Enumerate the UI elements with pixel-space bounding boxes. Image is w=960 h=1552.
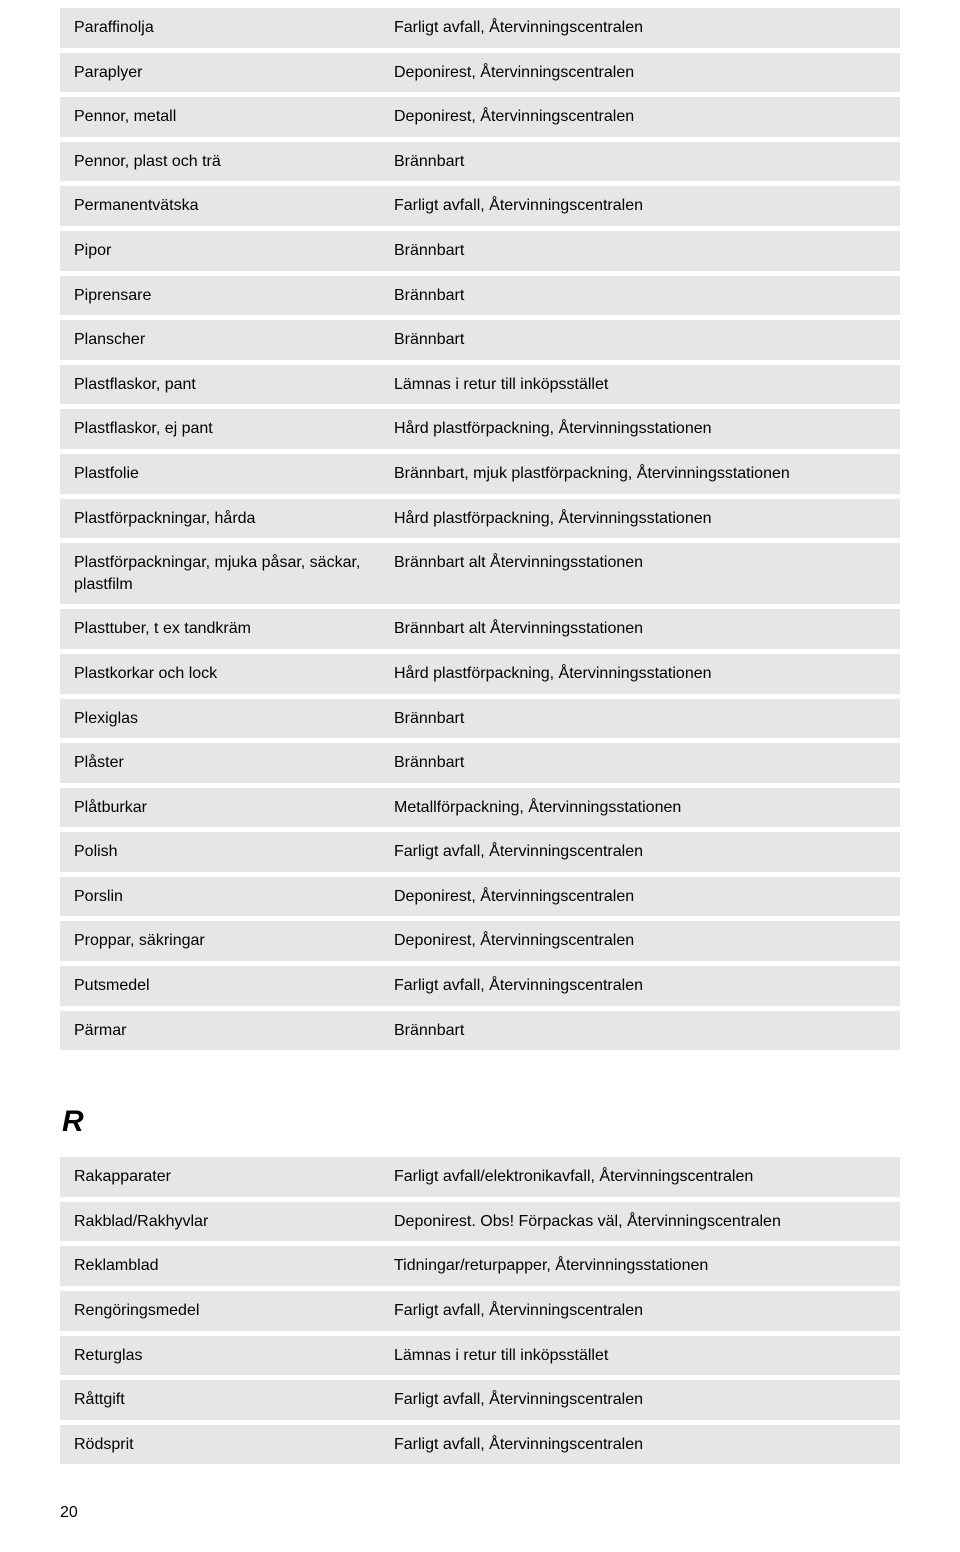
table-row: Rakapparater Farligt avfall/elektronikav… [60,1157,900,1197]
dest-cell: Hård plastförpackning, Återvinningsstati… [380,654,900,694]
dest-cell: Brännbart, mjuk plastförpackning, Återvi… [380,454,900,494]
item-cell: Plastförpackningar, mjuka påsar, säckar,… [60,543,380,604]
table-row: Permanentvätska Farligt avfall, Återvinn… [60,186,900,226]
section-r-table: Rakapparater Farligt avfall/elektronikav… [60,1157,900,1464]
item-cell: Plastfolie [60,454,380,494]
table-row: Rakblad/Rakhyvlar Deponirest. Obs! Förpa… [60,1202,900,1242]
table-row: Rödsprit Farligt avfall, Återvinningscen… [60,1425,900,1465]
item-cell: Plastkorkar och lock [60,654,380,694]
item-cell: Rengöringsmedel [60,1291,380,1331]
dest-cell: Brännbart [380,276,900,316]
item-cell: Råttgift [60,1380,380,1420]
dest-cell: Brännbart alt Återvinningsstationen [380,543,900,604]
dest-cell: Lämnas i retur till inköpsstället [380,365,900,405]
item-cell: Plåtburkar [60,788,380,828]
item-cell: Reklamblad [60,1246,380,1286]
item-cell: Pennor, plast och trä [60,142,380,182]
item-cell: Paraffinolja [60,8,380,48]
table-row: Porslin Deponirest, Återvinningscentrale… [60,877,900,917]
item-cell: Planscher [60,320,380,360]
table-row: Reklamblad Tidningar/returpapper, Återvi… [60,1246,900,1286]
table-row: Rengöringsmedel Farligt avfall, Återvinn… [60,1291,900,1331]
dest-cell: Brännbart [380,320,900,360]
dest-cell: Farligt avfall, Återvinningscentralen [380,966,900,1006]
table-row: Paraffinolja Farligt avfall, Återvinning… [60,8,900,48]
item-cell: Plasttuber, t ex tandkräm [60,609,380,649]
dest-cell: Farligt avfall, Återvinningscentralen [380,832,900,872]
item-cell: Pennor, metall [60,97,380,137]
dest-cell: Deponirest. Obs! Förpackas väl, Återvinn… [380,1202,900,1242]
dest-cell: Tidningar/returpapper, Återvinningsstati… [380,1246,900,1286]
item-cell: Rakblad/Rakhyvlar [60,1202,380,1242]
item-cell: Plastförpackningar, hårda [60,499,380,539]
dest-cell: Brännbart alt Återvinningsstationen [380,609,900,649]
dest-cell: Farligt avfall, Återvinningscentralen [380,186,900,226]
dest-cell: Farligt avfall, Återvinningscentralen [380,1380,900,1420]
dest-cell: Brännbart [380,231,900,271]
page-number: 20 [60,1504,900,1522]
dest-cell: Deponirest, Återvinningscentralen [380,877,900,917]
table-row: Plastflaskor, pant Lämnas i retur till i… [60,365,900,405]
table-row: Returglas Lämnas i retur till inköpsstäl… [60,1336,900,1376]
dest-cell: Lämnas i retur till inköpsstället [380,1336,900,1376]
table-row: Plastfolie Brännbart, mjuk plastförpackn… [60,454,900,494]
section-r-heading: R [62,1105,900,1139]
item-cell: Polish [60,832,380,872]
section-p-table: Paraffinolja Farligt avfall, Återvinning… [60,8,900,1050]
item-cell: Proppar, säkringar [60,921,380,961]
item-cell: Plåster [60,743,380,783]
table-row: Plasttuber, t ex tandkräm Brännbart alt … [60,609,900,649]
table-row: Råttgift Farligt avfall, Återvinningscen… [60,1380,900,1420]
dest-cell: Brännbart [380,699,900,739]
table-row: Putsmedel Farligt avfall, Återvinningsce… [60,966,900,1006]
item-cell: Porslin [60,877,380,917]
table-row: Paraplyer Deponirest, Återvinningscentra… [60,53,900,93]
table-row: Plåtburkar Metallförpackning, Återvinnin… [60,788,900,828]
table-row: Plastförpackningar, mjuka påsar, säckar,… [60,543,900,604]
table-row: Plastförpackningar, hårda Hård plastförp… [60,499,900,539]
item-cell: Returglas [60,1336,380,1376]
table-row: Pennor, metall Deponirest, Återvinningsc… [60,97,900,137]
table-row: Pärmar Brännbart [60,1011,900,1051]
item-cell: Plastflaskor, ej pant [60,409,380,449]
item-cell: Permanentvätska [60,186,380,226]
table-row: Plexiglas Brännbart [60,699,900,739]
dest-cell: Farligt avfall, Återvinningscentralen [380,8,900,48]
dest-cell: Deponirest, Återvinningscentralen [380,921,900,961]
item-cell: Putsmedel [60,966,380,1006]
table-row: Proppar, säkringar Deponirest, Återvinni… [60,921,900,961]
dest-cell: Farligt avfall/elektronikavfall, Återvin… [380,1157,900,1197]
dest-cell: Hård plastförpackning, Återvinningsstati… [380,409,900,449]
table-row: Pennor, plast och trä Brännbart [60,142,900,182]
table-row: Polish Farligt avfall, Återvinningscentr… [60,832,900,872]
item-cell: Rakapparater [60,1157,380,1197]
dest-cell: Metallförpackning, Återvinningsstationen [380,788,900,828]
table-row: Pipor Brännbart [60,231,900,271]
item-cell: Piprensare [60,276,380,316]
dest-cell: Brännbart [380,1011,900,1051]
dest-cell: Deponirest, Återvinningscentralen [380,53,900,93]
item-cell: Rödsprit [60,1425,380,1465]
dest-cell: Hård plastförpackning, Återvinningsstati… [380,499,900,539]
table-row: Plastkorkar och lock Hård plastförpackni… [60,654,900,694]
item-cell: Pipor [60,231,380,271]
dest-cell: Farligt avfall, Återvinningscentralen [380,1291,900,1331]
dest-cell: Farligt avfall, Återvinningscentralen [380,1425,900,1465]
dest-cell: Deponirest, Återvinningscentralen [380,97,900,137]
table-row: Plåster Brännbart [60,743,900,783]
table-row: Planscher Brännbart [60,320,900,360]
dest-cell: Brännbart [380,142,900,182]
item-cell: Plastflaskor, pant [60,365,380,405]
item-cell: Plexiglas [60,699,380,739]
item-cell: Pärmar [60,1011,380,1051]
table-row: Piprensare Brännbart [60,276,900,316]
dest-cell: Brännbart [380,743,900,783]
table-row: Plastflaskor, ej pant Hård plastförpackn… [60,409,900,449]
item-cell: Paraplyer [60,53,380,93]
